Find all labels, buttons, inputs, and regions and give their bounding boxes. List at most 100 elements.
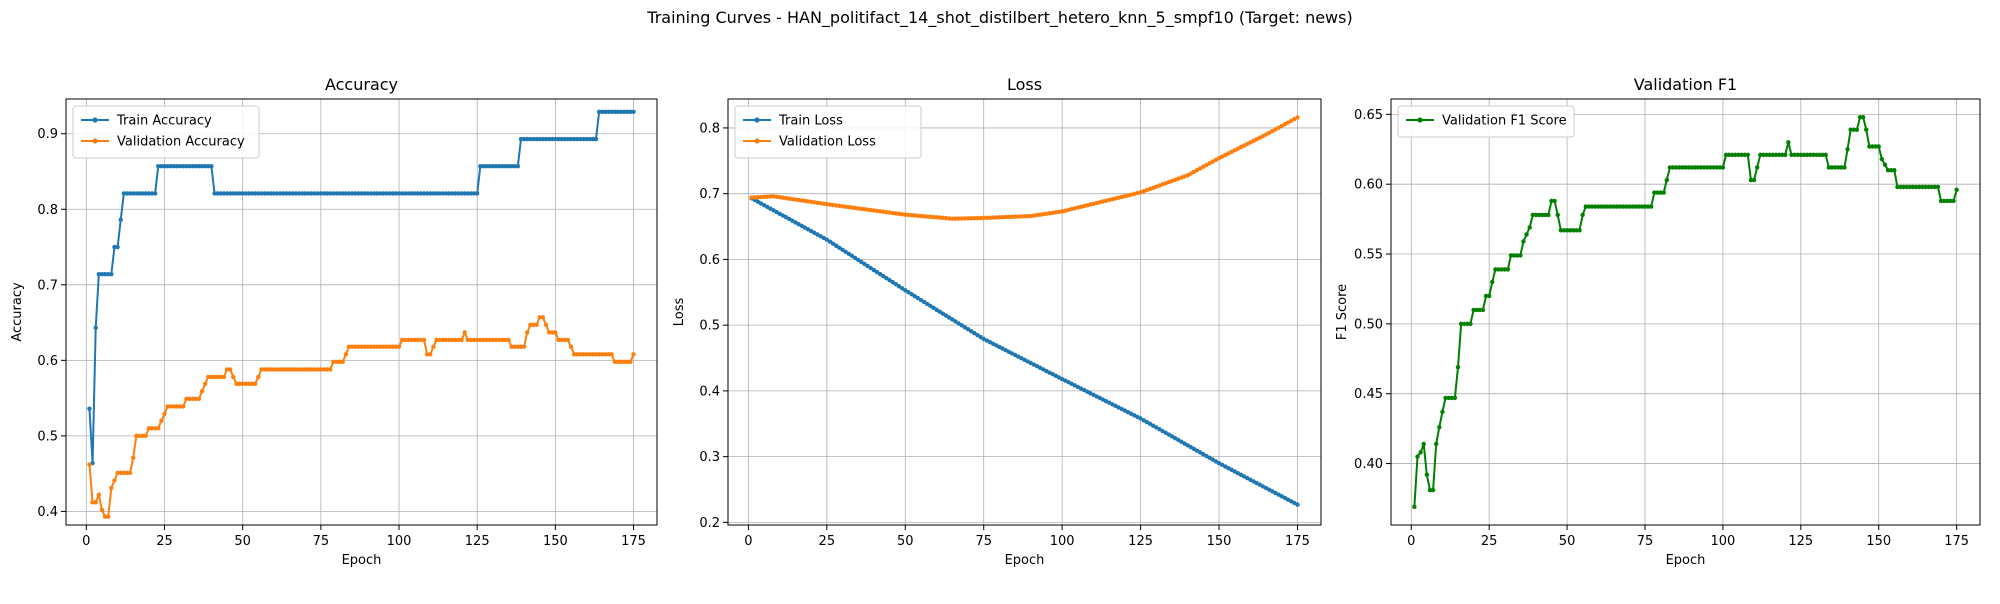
data-point xyxy=(1879,156,1885,162)
data-point xyxy=(140,191,145,196)
data-point xyxy=(340,359,345,365)
data-point xyxy=(1932,184,1938,190)
data-point xyxy=(609,352,614,357)
data-point xyxy=(393,344,399,349)
data-point xyxy=(396,191,402,196)
data-point xyxy=(1779,152,1785,158)
plot-frame xyxy=(727,98,1322,526)
data-point xyxy=(1745,152,1751,158)
data-point xyxy=(193,164,198,169)
data-point xyxy=(562,136,567,142)
data-point xyxy=(603,109,608,115)
data-point xyxy=(271,367,277,372)
data-point xyxy=(915,213,921,218)
data-point xyxy=(600,352,605,357)
data-point xyxy=(471,337,477,343)
data-point xyxy=(240,381,245,386)
x-tick-label: 100 xyxy=(1050,534,1075,549)
data-point xyxy=(596,109,602,115)
data-point xyxy=(906,290,911,295)
data-point xyxy=(972,330,977,336)
data-point xyxy=(143,191,148,196)
data-point xyxy=(256,374,261,380)
data-point xyxy=(390,344,395,349)
data-point xyxy=(625,359,630,365)
y-tick-label: 0.5 xyxy=(699,319,720,334)
legend-swatch-marker xyxy=(92,117,98,123)
data-point xyxy=(268,367,274,372)
data-point xyxy=(1658,190,1663,195)
data-point xyxy=(303,367,308,372)
data-point xyxy=(1823,152,1828,158)
data-point xyxy=(612,109,617,115)
data-point xyxy=(874,269,880,275)
data-point xyxy=(1786,140,1791,145)
data-point xyxy=(1901,184,1906,190)
data-point xyxy=(575,136,580,142)
data-point xyxy=(246,191,252,196)
x-tick-label: 25 xyxy=(819,534,836,549)
data-point xyxy=(1873,144,1878,149)
data-point xyxy=(215,374,220,380)
data-point xyxy=(1832,165,1838,170)
y-tick-label: 0.7 xyxy=(37,278,58,293)
data-point xyxy=(934,215,939,220)
data-point xyxy=(187,164,192,169)
data-point xyxy=(1455,364,1461,370)
data-point xyxy=(1751,177,1757,183)
y-tick-label: 0.45 xyxy=(1354,387,1383,402)
data-point xyxy=(543,136,549,142)
data-point xyxy=(1536,212,1542,218)
x-tick-label: 150 xyxy=(1866,534,1891,549)
data-point xyxy=(149,191,155,196)
data-point xyxy=(459,337,464,343)
data-point xyxy=(1708,165,1713,170)
data-point xyxy=(406,191,411,196)
data-point xyxy=(1462,321,1467,327)
data-point xyxy=(446,191,452,196)
data-point xyxy=(415,191,420,196)
data-point xyxy=(202,164,208,169)
data-point xyxy=(181,164,186,169)
y-tick-label: 0.4 xyxy=(699,384,720,399)
data-point xyxy=(484,337,489,343)
data-point xyxy=(578,136,583,142)
data-point xyxy=(628,359,633,365)
data-point xyxy=(587,136,592,142)
data-point xyxy=(443,191,449,196)
data-point xyxy=(306,191,311,196)
data-point xyxy=(1580,212,1585,218)
data-point xyxy=(124,470,130,476)
legend: Validation F1 Score xyxy=(1397,105,1575,138)
data-point xyxy=(403,337,408,343)
data-point xyxy=(755,195,761,200)
data-point xyxy=(487,337,492,343)
data-point xyxy=(1521,239,1526,244)
data-point xyxy=(1689,165,1694,170)
data-point xyxy=(453,337,458,343)
data-point xyxy=(87,406,92,411)
data-point xyxy=(412,337,417,343)
data-point xyxy=(950,317,955,322)
data-point xyxy=(156,164,161,169)
data-point xyxy=(518,136,524,142)
data-point xyxy=(968,328,974,334)
data-point xyxy=(909,292,914,297)
data-point xyxy=(1807,152,1813,158)
data-point xyxy=(431,191,436,196)
data-point xyxy=(1767,152,1772,158)
data-point xyxy=(550,136,555,142)
data-point xyxy=(321,367,327,372)
data-point xyxy=(206,164,211,169)
data-point xyxy=(465,191,471,196)
data-point xyxy=(274,191,280,196)
data-point xyxy=(1941,198,1947,204)
x-axis-label: Epoch xyxy=(342,553,382,568)
data-point xyxy=(221,374,227,380)
data-point xyxy=(1795,152,1800,158)
data-point xyxy=(265,367,270,372)
data-point xyxy=(1617,204,1623,209)
data-point xyxy=(496,337,502,343)
data-point xyxy=(1867,144,1872,149)
data-point xyxy=(1717,165,1722,170)
